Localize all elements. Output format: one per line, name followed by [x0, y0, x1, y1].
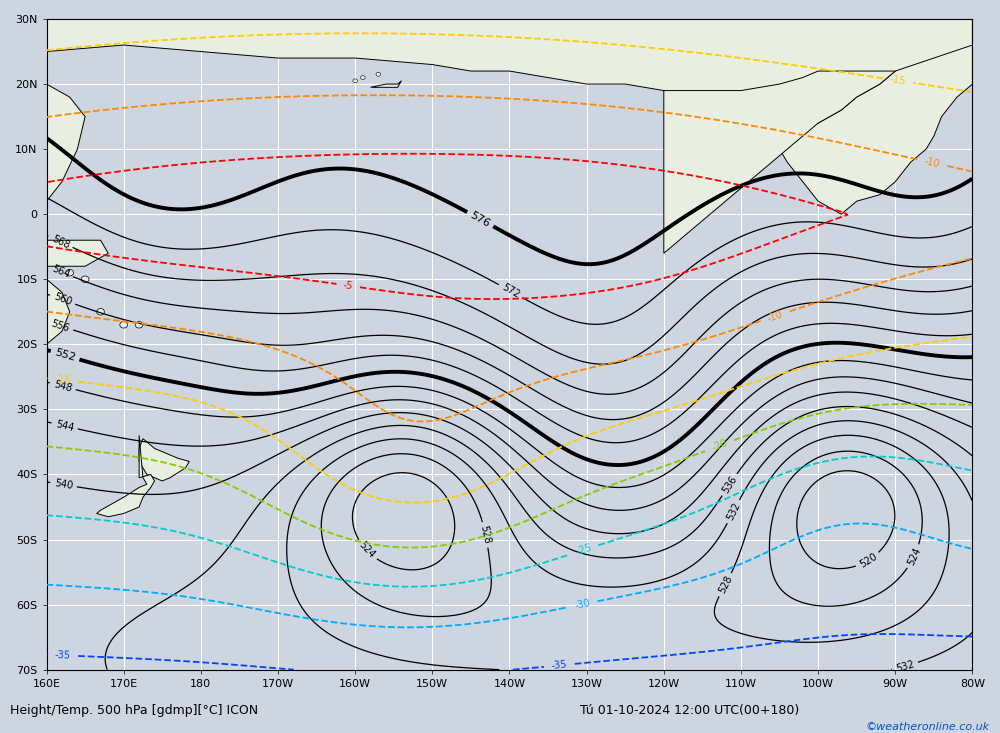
Text: -35: -35 [55, 650, 71, 660]
Text: -25: -25 [575, 542, 593, 557]
Text: -15: -15 [890, 75, 907, 86]
Text: 544: 544 [54, 419, 75, 433]
Text: Tú 01-10-2024 12:00 UTC(00+180): Tú 01-10-2024 12:00 UTC(00+180) [580, 704, 799, 717]
Text: 524: 524 [905, 546, 922, 567]
Text: -10: -10 [923, 156, 941, 169]
Text: 528: 528 [479, 525, 492, 545]
Circle shape [361, 75, 365, 79]
Text: -35: -35 [551, 660, 568, 671]
Text: -30: -30 [574, 598, 591, 611]
Text: 548: 548 [53, 379, 73, 394]
Polygon shape [47, 279, 70, 345]
Polygon shape [47, 84, 85, 201]
Text: -15: -15 [54, 375, 71, 386]
Text: 540: 540 [54, 478, 74, 491]
Text: -20: -20 [710, 438, 729, 453]
Polygon shape [47, 240, 108, 266]
Text: 560: 560 [52, 292, 73, 308]
Text: 532: 532 [895, 659, 915, 674]
Text: 524: 524 [357, 540, 377, 561]
Circle shape [353, 79, 357, 83]
Polygon shape [371, 81, 401, 87]
Text: Height/Temp. 500 hPa [gdmp][°C] ICON: Height/Temp. 500 hPa [gdmp][°C] ICON [10, 704, 258, 717]
Polygon shape [97, 435, 155, 517]
Circle shape [120, 322, 128, 328]
Polygon shape [139, 438, 189, 481]
Text: ©weatheronline.co.uk: ©weatheronline.co.uk [866, 721, 990, 732]
Polygon shape [780, 19, 972, 214]
Text: 536: 536 [720, 474, 739, 496]
Circle shape [66, 270, 74, 276]
Text: 556: 556 [50, 318, 71, 334]
Text: -5: -5 [343, 280, 354, 291]
Circle shape [81, 276, 89, 282]
Text: 572: 572 [500, 282, 521, 300]
Text: 532: 532 [725, 501, 742, 522]
Text: 576: 576 [469, 210, 492, 229]
Text: 520: 520 [857, 551, 879, 570]
Text: 564: 564 [50, 263, 71, 280]
Polygon shape [47, 19, 972, 91]
Text: 568: 568 [50, 233, 71, 250]
Circle shape [376, 73, 381, 76]
Polygon shape [664, 19, 934, 253]
Circle shape [97, 309, 104, 315]
Text: 552: 552 [54, 347, 77, 363]
Text: -10: -10 [766, 309, 784, 323]
Circle shape [135, 322, 143, 328]
Text: 528: 528 [717, 574, 734, 595]
